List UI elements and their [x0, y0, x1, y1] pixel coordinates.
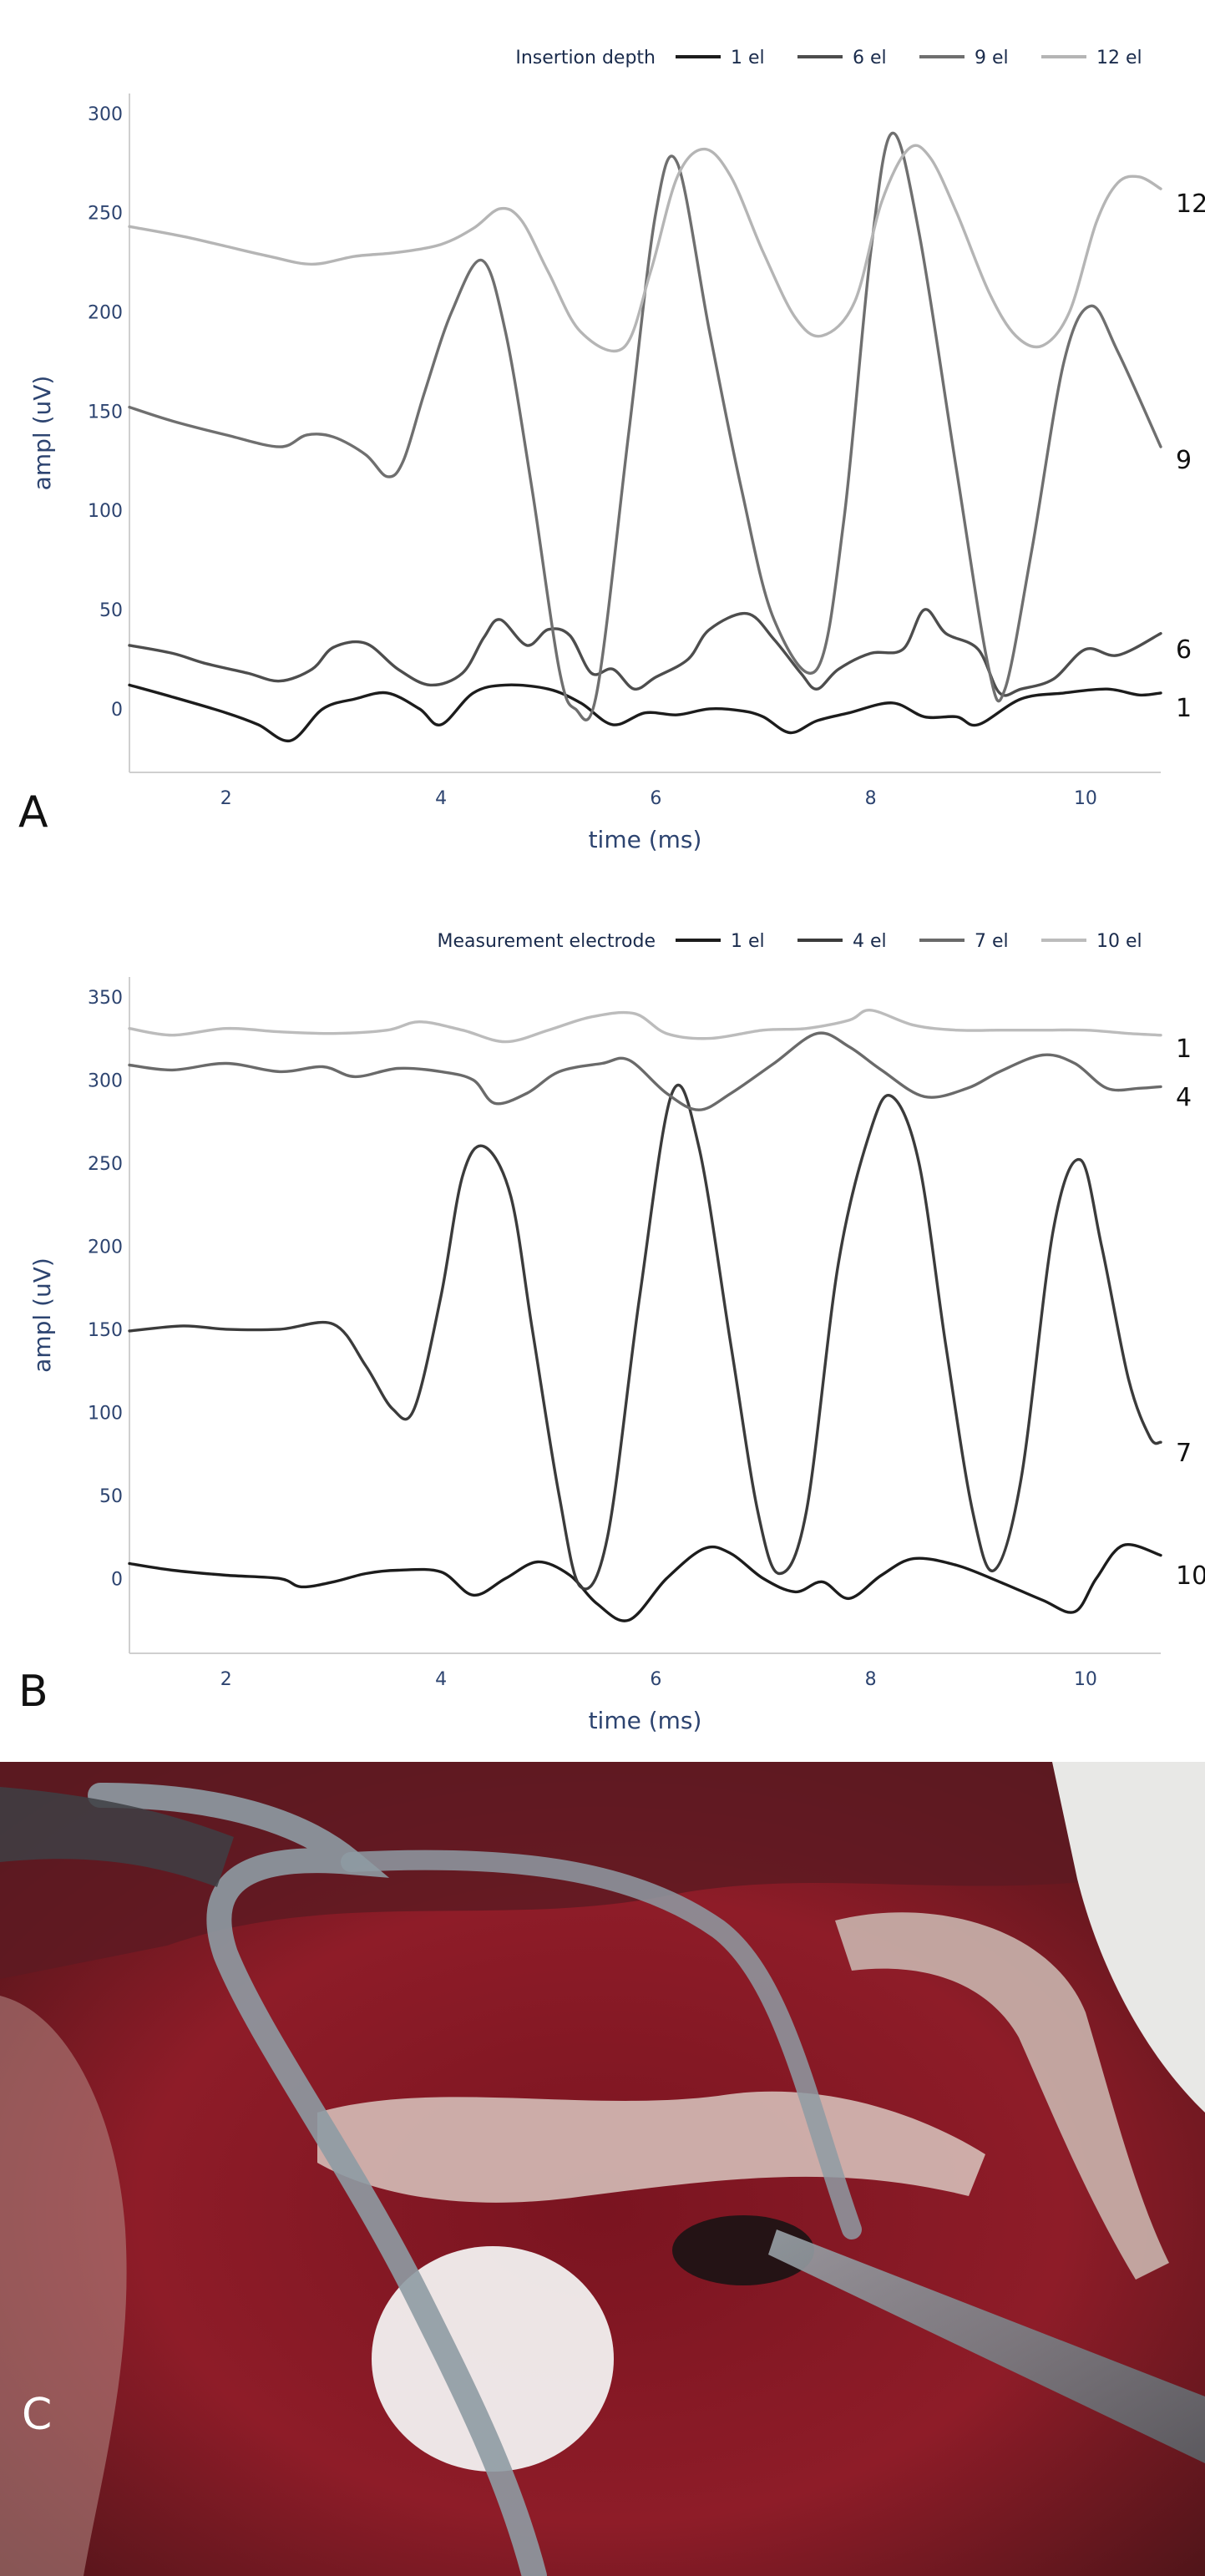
y-tick-label: 0	[111, 1569, 123, 1590]
legend-label: 10 el	[1096, 931, 1142, 952]
series-end-label: 1	[1176, 694, 1192, 723]
suction-tip	[0, 1787, 234, 1887]
series-end-label: 1	[1176, 1035, 1192, 1064]
legend: 10 el 7 el 4 el 1 el Measurement electrode	[438, 931, 1142, 952]
x-axis-title: time (ms)	[589, 1707, 702, 1734]
legend-title: Insertion depth	[515, 48, 656, 68]
series-line-1-el	[128, 683, 1162, 742]
series-end-label: 7	[1176, 1439, 1192, 1468]
x-tick-label: 6	[650, 1669, 661, 1690]
series-line-10-el	[128, 1009, 1162, 1044]
electrode-array	[88, 1783, 547, 2576]
legend-title: Measurement electrode	[438, 931, 656, 952]
y-tick-label: 200	[88, 1237, 123, 1258]
x-tick-label: 4	[435, 1669, 447, 1690]
legend-label: 9 el	[975, 48, 1009, 68]
y-tick-label: 50	[99, 1486, 123, 1507]
series-line-4-el	[128, 1083, 1162, 1591]
y-axis-title: ampl (uV)	[28, 376, 56, 491]
panel-letter: A	[18, 787, 48, 838]
legend-label: 1 el	[731, 931, 765, 952]
legend-label: 1 el	[731, 48, 765, 68]
y-tick-label: 150	[88, 1320, 123, 1341]
series-end-label: 12	[1176, 190, 1205, 219]
x-tick-label: 2	[220, 788, 232, 809]
series-end-label: 4	[1176, 1083, 1192, 1112]
y-tick-label: 50	[99, 600, 123, 621]
legend-label: 12 el	[1096, 48, 1142, 68]
y-tick-label: 150	[88, 402, 123, 423]
forceps	[768, 2229, 1205, 2463]
y-tick-label: 100	[88, 501, 123, 522]
legend-label: 7 el	[975, 931, 1009, 952]
x-tick-label: 10	[1074, 1669, 1097, 1690]
panel-a-chart: 0 50 100 150 200 250 300 2 4 6 8 10 time (ms) ampl (u…	[18, 48, 1205, 853]
x-tick-label: 2	[220, 1669, 232, 1690]
x-tick-label: 4	[435, 788, 447, 809]
y-tick-label: 350	[88, 988, 123, 1009]
y-tick-label: 300	[88, 1070, 123, 1091]
right-bone-rim	[835, 1912, 1169, 2280]
panel-b-chart: 0 50 100 150 200 250 300 350 2 4 6 8 10 time (ms) ampl…	[18, 931, 1205, 1734]
x-tick-label: 8	[865, 1669, 877, 1690]
y-tick-label: 250	[88, 204, 123, 225]
y-tick-label: 0	[111, 700, 123, 721]
series-end-label: 6	[1176, 635, 1192, 665]
left-tissue-flap	[0, 1996, 127, 2576]
series-line-7-el	[128, 1031, 1162, 1111]
series-end-label: 10	[1176, 1561, 1205, 1591]
x-tick-label: 10	[1074, 788, 1097, 809]
panel-letter: B	[18, 1667, 48, 1717]
series-line-1-el	[128, 1543, 1162, 1622]
electrode-lead	[341, 1850, 862, 2239]
series-line-9-el	[128, 131, 1162, 721]
legend: 12 el 9 el 6 el 1 el Insertion depth	[515, 48, 1142, 68]
y-axis-title: ampl (uV)	[28, 1258, 56, 1373]
series-line-12-el	[128, 144, 1162, 353]
x-tick-label: 8	[865, 788, 877, 809]
x-tick-label: 6	[650, 788, 661, 809]
legend-label: 6 el	[853, 48, 887, 68]
legend-label: 4 el	[853, 931, 887, 952]
y-tick-label: 300	[88, 104, 123, 125]
surgical-photo	[0, 1762, 1205, 2576]
panel-c-label: C	[22, 2390, 53, 2440]
drape	[1052, 1762, 1205, 2113]
y-tick-label: 100	[88, 1403, 123, 1424]
x-axis-title: time (ms)	[589, 826, 702, 853]
series-line-6-el	[128, 608, 1162, 697]
y-tick-label: 250	[88, 1154, 123, 1175]
y-tick-label: 200	[88, 302, 123, 323]
series-end-label: 9	[1176, 446, 1192, 475]
